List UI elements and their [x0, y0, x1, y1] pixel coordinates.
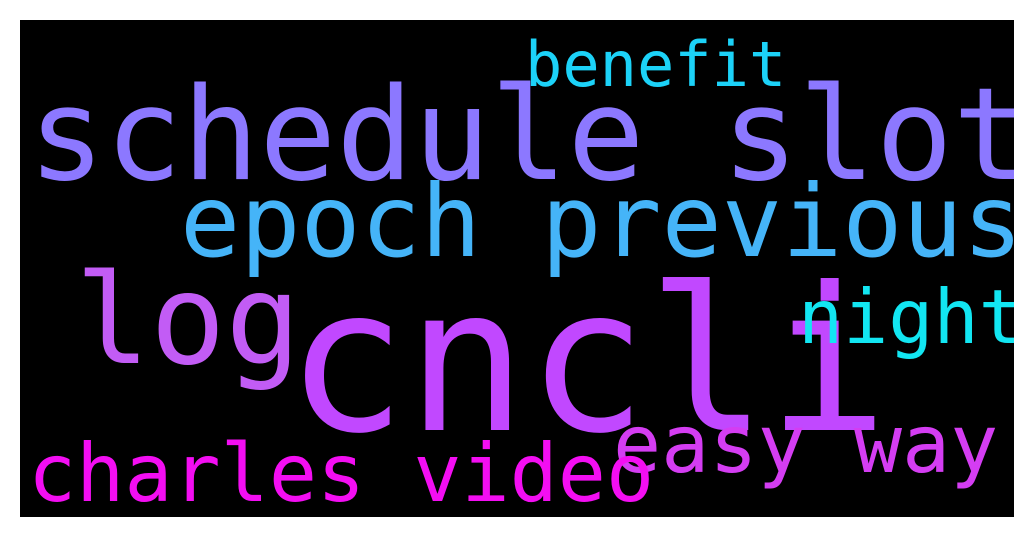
word-night: night	[798, 273, 1014, 361]
word-charles-video: charles video	[28, 427, 655, 517]
word-cloud-canvas: benefit schedule slot epoch previous log…	[20, 20, 1014, 517]
word-schedule-slot: schedule slot	[28, 61, 1014, 210]
word-benefit: benefit	[525, 28, 787, 101]
word-cncli: cncli	[286, 245, 889, 478]
word-epoch-previous: epoch previous	[180, 163, 1014, 280]
word-easy-way: easy way	[613, 398, 999, 491]
word-log: log	[75, 248, 301, 393]
